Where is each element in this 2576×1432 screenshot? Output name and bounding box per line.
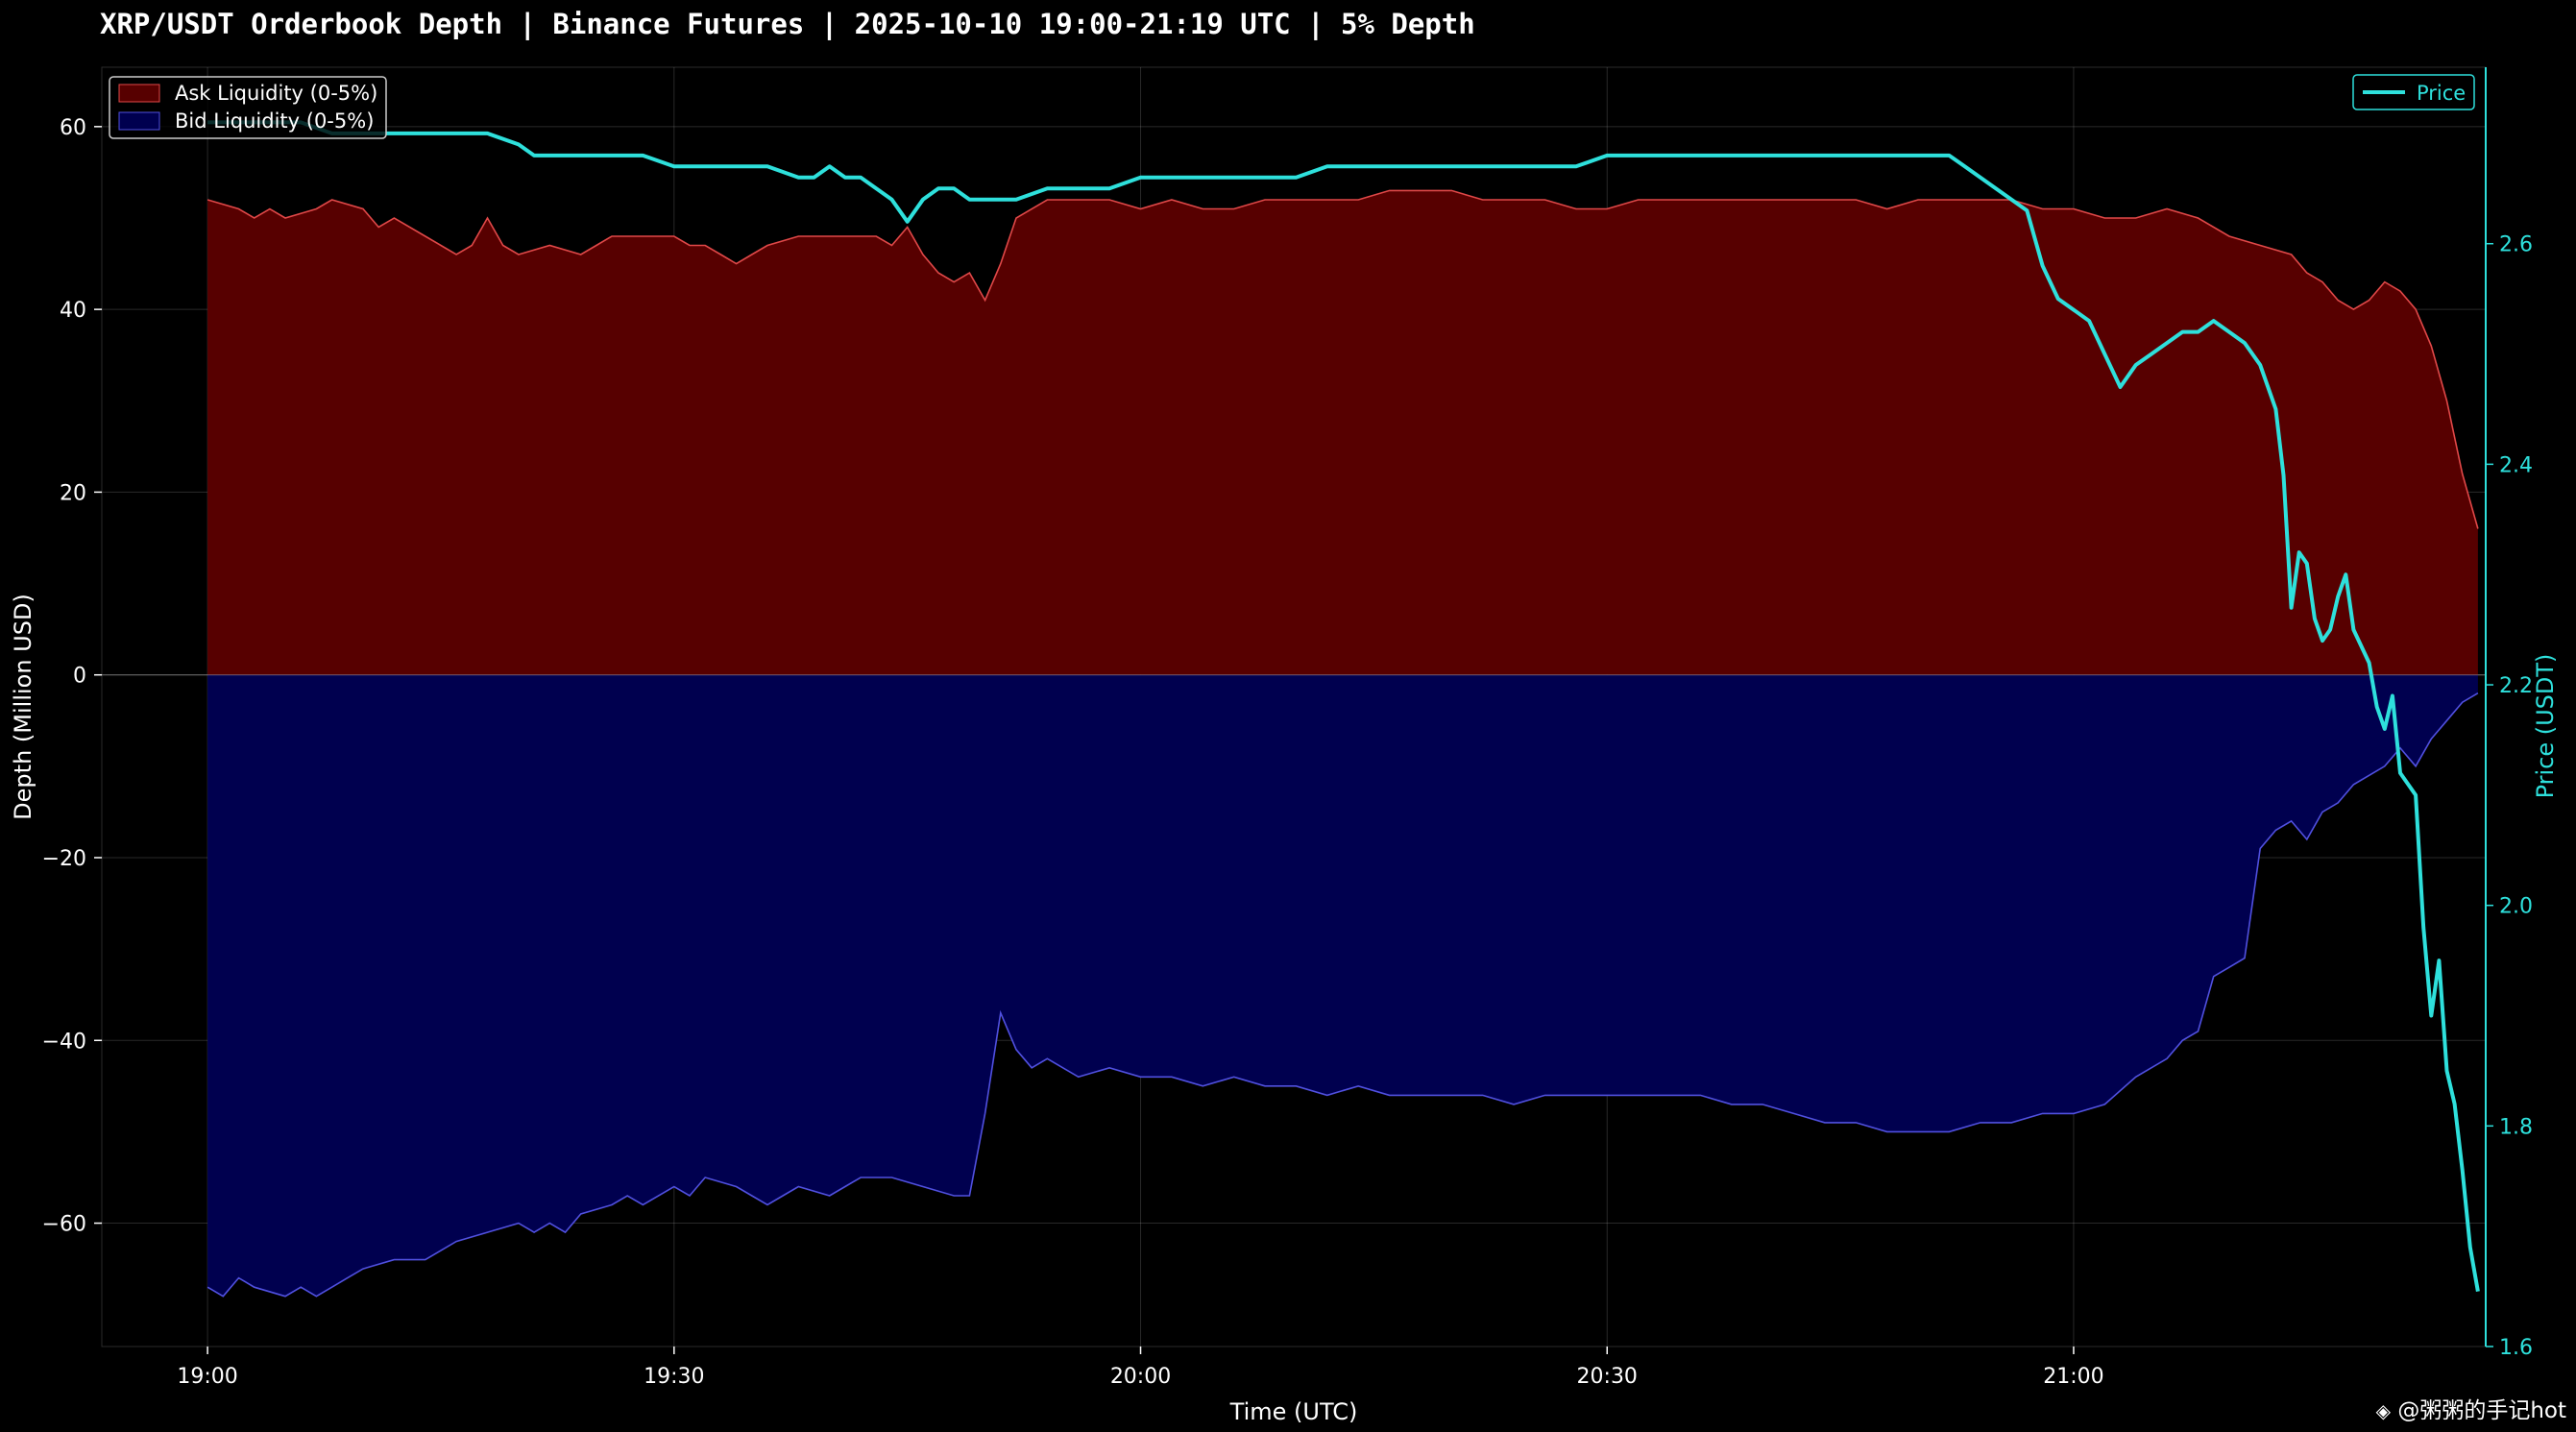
watermark-text: @粥粥的手记hot — [2397, 1398, 2566, 1423]
y2-tick-label: 2.6 — [2499, 233, 2533, 257]
bid-legend-label: Bid Liquidity (0-5%) — [175, 109, 374, 133]
y-tick-label: −20 — [42, 847, 86, 871]
ask-legend-label: Ask Liquidity (0-5%) — [175, 82, 377, 105]
price-legend: Price — [2352, 74, 2475, 110]
ask-liquidity-area — [207, 190, 2478, 675]
x-tick-label: 20:30 — [1577, 1365, 1638, 1389]
x-tick-label: 20:00 — [1110, 1365, 1171, 1389]
x-tick-label: 21:00 — [2043, 1365, 2103, 1389]
x-axis-title: Time (UTC) — [1229, 1398, 1358, 1425]
y-axis-title: Depth (Million USD) — [10, 594, 36, 820]
y-tick-label: 20 — [60, 481, 86, 505]
y2-tick-label: 2.2 — [2499, 674, 2533, 698]
y-tick-label: 40 — [60, 299, 86, 323]
bid-liquidity-edge — [207, 692, 2479, 1298]
y-tick-label: 0 — [73, 665, 86, 689]
y-tick-label: 60 — [60, 116, 86, 140]
ask-legend-swatch — [118, 84, 160, 103]
binance-logo-icon: ◈ — [2375, 1399, 2392, 1422]
depth-legend: Ask Liquidity (0-5%) Bid Liquidity (0-5%) — [109, 76, 387, 139]
price-legend-label: Price — [2417, 82, 2466, 105]
bid-legend-swatch — [118, 111, 160, 131]
x-tick-label: 19:30 — [644, 1365, 704, 1389]
y2-tick-label: 2.0 — [2499, 895, 2533, 919]
axes: −60 −40 −20 0 20 40 60 19:00 19:30 20:00 20:30 21:0… — [10, 67, 2559, 1425]
price-legend-box — [2352, 74, 2475, 110]
x-tick-label: 19:00 — [177, 1365, 237, 1389]
y-tick-label: −40 — [42, 1030, 86, 1054]
y2-tick-label: 1.8 — [2499, 1115, 2533, 1139]
ask-liquidity-edge — [207, 189, 2479, 529]
y2-tick-label: 1.6 — [2499, 1336, 2533, 1360]
y2-tick-label: 2.4 — [2499, 453, 2533, 477]
chart-title: XRP/USDT Orderbook Depth | Binance Futur… — [100, 8, 1475, 40]
depth-areas — [102, 189, 2486, 1298]
watermark: ◈ @粥粥的手记hot — [2376, 1392, 2566, 1424]
y2-axis-title: Price (USDT) — [2532, 654, 2559, 799]
price-line-group — [207, 120, 2480, 1292]
depth-legend-box — [109, 76, 387, 139]
price-line — [207, 120, 2480, 1292]
y-tick-label: −60 — [42, 1213, 86, 1237]
legends: Ask Liquidity (0-5%) Bid Liquidity (0-5%)… — [109, 74, 2475, 139]
bid-liquidity-area — [207, 674, 2478, 1297]
